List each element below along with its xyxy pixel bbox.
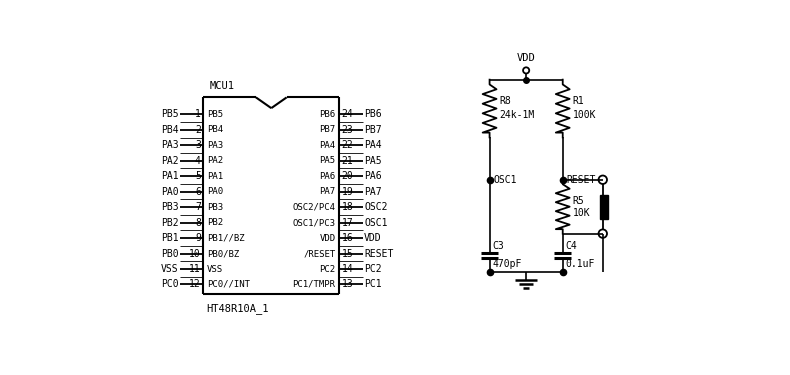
- Text: C4: C4: [566, 242, 577, 251]
- Text: VDD: VDD: [517, 53, 536, 63]
- Text: PC0: PC0: [161, 279, 179, 290]
- Text: OSC2/PC4: OSC2/PC4: [292, 202, 336, 211]
- Text: 10: 10: [189, 249, 201, 258]
- Text: OSC1: OSC1: [494, 175, 517, 185]
- Text: PA3: PA3: [161, 140, 179, 150]
- Text: PA2: PA2: [207, 156, 223, 165]
- Text: PB6: PB6: [319, 110, 336, 119]
- Text: PB4: PB4: [161, 125, 179, 135]
- Text: 8: 8: [195, 217, 201, 228]
- Text: VDD: VDD: [319, 234, 336, 243]
- Text: 17: 17: [342, 217, 353, 228]
- Text: 4: 4: [195, 156, 201, 166]
- Text: PA4: PA4: [364, 140, 382, 150]
- Text: R8: R8: [499, 96, 511, 106]
- Text: PB0/BZ: PB0/BZ: [207, 249, 239, 258]
- Text: 16: 16: [342, 233, 353, 243]
- Text: OSC1: OSC1: [364, 217, 388, 228]
- Text: VDD: VDD: [364, 233, 382, 243]
- Text: RESET: RESET: [364, 249, 393, 258]
- Text: PB5: PB5: [161, 109, 179, 119]
- Text: PB2: PB2: [207, 218, 223, 227]
- Bar: [600, 195, 608, 219]
- Text: PA7: PA7: [319, 187, 336, 196]
- Text: VSS: VSS: [161, 264, 179, 274]
- Text: 24k-1M: 24k-1M: [499, 110, 535, 120]
- Text: PB0: PB0: [161, 249, 179, 258]
- Text: PA6: PA6: [319, 172, 336, 181]
- Text: /RESET: /RESET: [303, 249, 336, 258]
- Text: PA0: PA0: [207, 187, 223, 196]
- Text: RESET: RESET: [566, 175, 596, 185]
- Text: PA0: PA0: [161, 187, 179, 196]
- Text: 2: 2: [195, 125, 201, 135]
- Text: 19: 19: [342, 187, 353, 196]
- Text: PC2: PC2: [364, 264, 382, 274]
- Text: PA2: PA2: [161, 156, 179, 166]
- Text: 21: 21: [342, 156, 353, 166]
- Text: 23: 23: [342, 125, 353, 135]
- Text: 10K: 10K: [573, 208, 590, 218]
- Text: R5: R5: [573, 195, 585, 206]
- Text: 5: 5: [195, 171, 201, 181]
- Text: PB6: PB6: [364, 109, 382, 119]
- Text: PB7: PB7: [364, 125, 382, 135]
- Text: PA5: PA5: [364, 156, 382, 166]
- Text: PA7: PA7: [364, 187, 382, 196]
- Text: PC2: PC2: [319, 264, 336, 273]
- Text: 15: 15: [342, 249, 353, 258]
- Text: 0.1uF: 0.1uF: [566, 259, 595, 269]
- Text: 20: 20: [342, 171, 353, 181]
- Text: OSC1/PC3: OSC1/PC3: [292, 218, 336, 227]
- Text: PA1: PA1: [207, 172, 223, 181]
- Text: 13: 13: [342, 279, 353, 290]
- Text: PA5: PA5: [319, 156, 336, 165]
- Text: 12: 12: [189, 279, 201, 290]
- Text: PB3: PB3: [161, 202, 179, 212]
- Text: PA1: PA1: [161, 171, 179, 181]
- Text: R1: R1: [573, 96, 585, 106]
- Text: 22: 22: [342, 140, 353, 150]
- Text: PB1//BZ: PB1//BZ: [207, 234, 245, 243]
- Text: MCU1: MCU1: [209, 81, 235, 91]
- Text: HT48R10A_1: HT48R10A_1: [206, 303, 269, 314]
- Text: PB7: PB7: [319, 125, 336, 134]
- Text: PA3: PA3: [207, 141, 223, 150]
- Text: 470pF: 470pF: [493, 259, 522, 269]
- Text: C3: C3: [493, 242, 504, 251]
- Text: 14: 14: [342, 264, 353, 274]
- Text: PB3: PB3: [207, 202, 223, 211]
- Text: PB1: PB1: [161, 233, 179, 243]
- Text: 6: 6: [195, 187, 201, 196]
- Text: PB5: PB5: [207, 110, 223, 119]
- Text: 9: 9: [195, 233, 201, 243]
- Text: PA6: PA6: [364, 171, 382, 181]
- Text: PC1: PC1: [364, 279, 382, 290]
- Text: 7: 7: [195, 202, 201, 212]
- Text: 3: 3: [195, 140, 201, 150]
- Text: OSC2: OSC2: [364, 202, 388, 212]
- Text: PA4: PA4: [319, 141, 336, 150]
- Text: PB4: PB4: [207, 125, 223, 134]
- Text: PB2: PB2: [161, 217, 179, 228]
- Text: VSS: VSS: [207, 264, 223, 273]
- Text: PC1/TMPR: PC1/TMPR: [292, 280, 336, 289]
- Text: 24: 24: [342, 109, 353, 119]
- Text: 11: 11: [189, 264, 201, 274]
- Text: 1: 1: [195, 109, 201, 119]
- Text: PC0//INT: PC0//INT: [207, 280, 250, 289]
- Text: 18: 18: [342, 202, 353, 212]
- Text: 100K: 100K: [573, 110, 596, 120]
